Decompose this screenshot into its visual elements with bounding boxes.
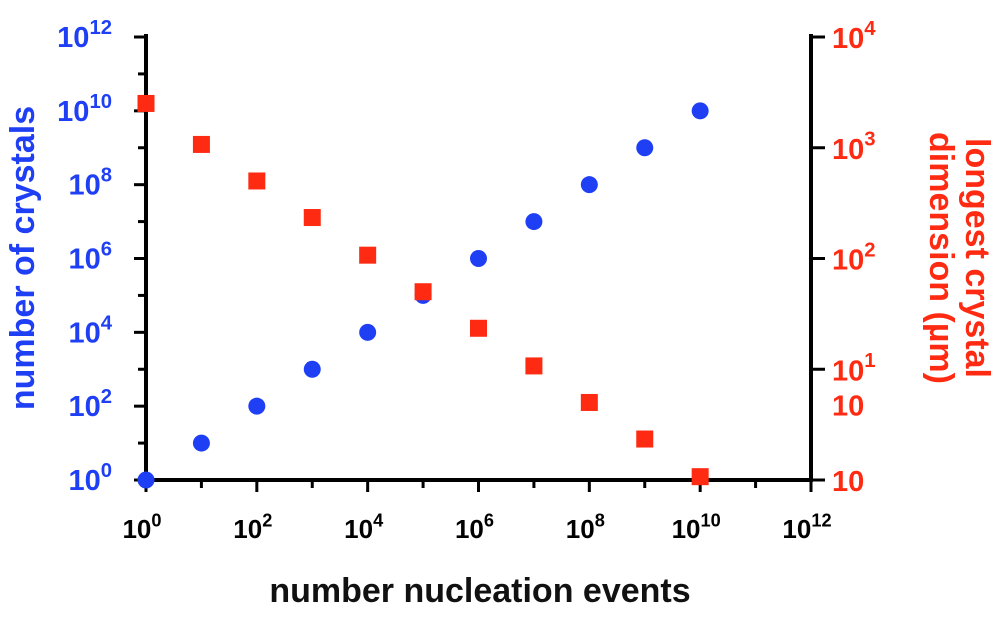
y-right-tick-label: 104: [832, 18, 876, 55]
y-right-tick-label: 102: [832, 239, 876, 276]
data-point-dimension: [192, 135, 210, 153]
y-right-tick-label-base: 1: [832, 391, 848, 423]
y-right-tick-label: 101: [832, 350, 876, 387]
x-tick-label-exponent: 2: [262, 510, 272, 530]
x-tick-label-exponent: 4: [373, 510, 384, 530]
y-right-tick-label-base: 1: [832, 466, 848, 498]
y-left-tick-label-exponent: 6: [101, 238, 112, 260]
x-tick-label-exponent: 0: [151, 510, 161, 530]
data-marks: [137, 94, 709, 489]
data-point-crystals: [636, 139, 654, 157]
x-tick-label: 100: [122, 510, 161, 544]
y-right-tick-label-exponent: 3: [864, 129, 875, 151]
y-left-tick-label-base: 10: [57, 96, 89, 128]
data-point-crystals: [303, 360, 321, 378]
x-tick-label-base: 10: [672, 514, 701, 544]
data-point-crystals: [691, 102, 709, 120]
data-point-dimension: [470, 319, 487, 337]
y-right-tick-label: 10: [832, 391, 864, 423]
y-right-title-line-1: longest crystal: [958, 138, 996, 378]
y-right-tick-label-base: 10: [832, 23, 864, 55]
x-tick-label-base: 10: [122, 514, 151, 544]
y-left-tick-label-exponent: 10: [89, 91, 112, 113]
x-tick-label: 104: [344, 510, 384, 544]
y-right-axis-title-group: longest crystaldimension (µm): [922, 132, 996, 384]
data-point-crystals: [359, 323, 377, 341]
y-right-tick-label-exponent: 4: [864, 18, 876, 40]
y-right-tick-label-exponent: 0: [848, 466, 864, 498]
y-left-tick-label: 106: [68, 238, 112, 275]
y-left-tick-label-exponent: 2: [101, 386, 112, 408]
y-right-title-line-2: dimension (µm): [922, 132, 960, 384]
y-right-tick-label: 10: [832, 466, 864, 498]
x-tick-label-exponent: 8: [595, 510, 605, 530]
y-left-tick-label-base: 10: [68, 391, 100, 423]
data-point-dimension: [525, 357, 543, 375]
x-tick-label: 106: [455, 510, 494, 544]
x-tick-label-base: 10: [782, 514, 811, 544]
y-right-tick-label-exponent: 0: [848, 391, 864, 423]
y-right-tick-label: 103: [832, 129, 876, 166]
ticks: 100 102 104 106 108 1010 101210010210410610810…: [57, 17, 876, 544]
y-right-tick-label-base: 10: [832, 134, 864, 166]
data-point-crystals: [137, 471, 155, 489]
y-right-axis-title: longest crystaldimension (µm): [922, 132, 996, 384]
y-right-tick-label-base: 10: [832, 355, 864, 387]
y-right-tick-label-base: 10: [832, 245, 864, 277]
data-point-crystals: [248, 397, 266, 415]
x-tick-label: 1010: [672, 510, 721, 544]
y-right-tick-label-exponent: 2: [864, 239, 875, 261]
y-left-tick-label: 108: [68, 165, 112, 202]
y-left-tick-label: 1012: [57, 17, 112, 54]
y-left-tick-label-exponent: 12: [89, 17, 112, 39]
data-point-dimension: [691, 468, 709, 486]
data-point-dimension: [248, 172, 266, 190]
y-left-tick-label-exponent: 0: [101, 460, 112, 482]
x-tick-label-exponent: 12: [811, 510, 831, 530]
x-tick-label: 102: [233, 510, 272, 544]
data-point-dimension: [636, 430, 654, 448]
y-left-tick-label: 100: [68, 460, 112, 497]
data-point-dimension: [137, 94, 155, 112]
x-tick-label: 108: [566, 510, 605, 544]
data-point-crystals: [192, 434, 210, 452]
data-point-crystals: [525, 213, 543, 231]
data-point-dimension: [303, 209, 321, 227]
y-left-tick-label: 102: [68, 386, 112, 423]
y-left-tick-label-exponent: 4: [101, 312, 113, 334]
y-left-tick-label-base: 10: [68, 170, 100, 202]
y-left-tick-label-exponent: 8: [101, 165, 112, 187]
x-axis-title: number nucleation events: [269, 572, 690, 610]
y-left-tick-label-base: 10: [68, 317, 100, 349]
y-left-tick-label: 104: [68, 312, 112, 349]
x-tick-label-base: 10: [233, 514, 262, 544]
y-left-tick-label: 1010: [57, 91, 112, 128]
y-right-tick-label-exponent: 1: [864, 350, 875, 372]
x-tick-label-exponent: 10: [701, 510, 721, 530]
x-tick-label-exponent: 6: [484, 510, 494, 530]
y-left-axis-title: number of crystals: [4, 106, 42, 410]
data-point-dimension: [359, 246, 377, 264]
data-point-crystals: [470, 250, 487, 267]
x-tick-label: 1012: [782, 510, 831, 544]
data-point-crystals: [580, 176, 598, 194]
y-left-tick-label-base: 10: [57, 22, 89, 54]
x-tick-label-base: 10: [344, 514, 373, 544]
data-point-dimension: [414, 283, 432, 301]
x-tick-label-base: 10: [566, 514, 595, 544]
data-point-dimension: [580, 393, 598, 411]
x-tick-label-base: 10: [455, 514, 484, 544]
y-left-tick-label-base: 10: [68, 465, 100, 497]
y-left-tick-label-base: 10: [68, 244, 100, 276]
